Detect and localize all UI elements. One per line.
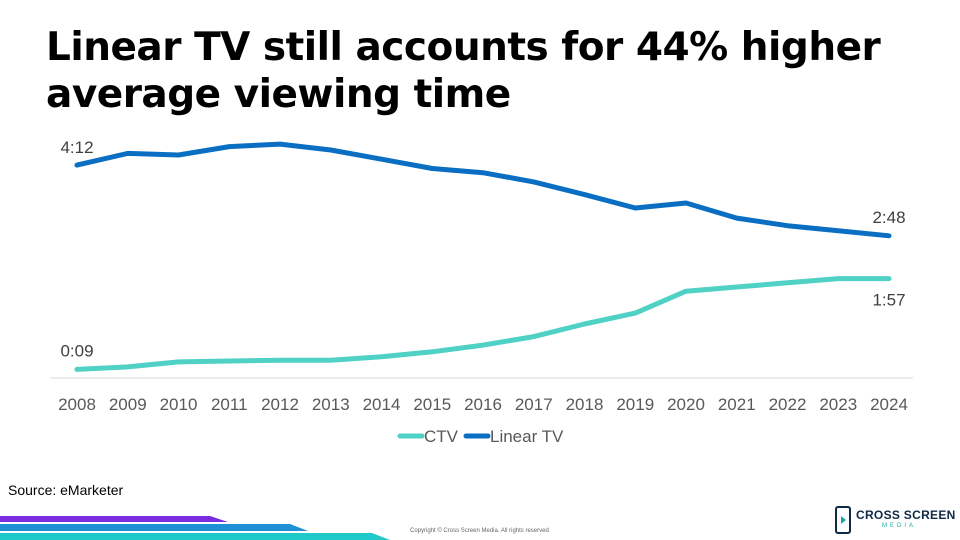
- x-tick-label-2011: 2011: [211, 395, 248, 414]
- x-tick-label-2017: 2017: [515, 395, 553, 414]
- x-tick-label-2015: 2015: [413, 395, 451, 414]
- source-note: Source: eMarketer: [8, 482, 124, 498]
- phone-logo-icon: [835, 506, 851, 534]
- title-line-1: Linear TV still accounts for 44% higher: [46, 25, 881, 70]
- series-line-ctv: [74, 276, 892, 372]
- footer-bar-purple: [0, 516, 228, 522]
- footer-bar-blue: [0, 524, 308, 531]
- title-line-2: average viewing time: [46, 72, 511, 117]
- logo-name: CROSS SCREEN: [856, 508, 956, 522]
- data-label-ctv-first: 0:09: [60, 341, 93, 360]
- copyright-text: Copyright © Cross Screen Media. All righ…: [410, 528, 549, 534]
- x-tick-label-2009: 2009: [109, 395, 147, 414]
- x-tick-label-2022: 2022: [769, 395, 807, 414]
- x-tick-label-2014: 2014: [363, 395, 401, 414]
- x-tick-label-2013: 2013: [312, 395, 350, 414]
- footer-bar-teal: [0, 533, 390, 540]
- x-axis-tick-labels: 2008 2009 2010 2011 2012 2013 2014 2015 2016 2017…: [58, 395, 908, 414]
- data-label-ctv-last: 1:57: [872, 291, 905, 310]
- data-label-linear-tv-last: 2:48: [872, 208, 905, 227]
- x-tick-label-2018: 2018: [566, 395, 604, 414]
- x-tick-label-2023: 2023: [819, 395, 857, 414]
- logo-sub: MEDIA: [882, 523, 917, 529]
- legend-label-linear-tv: Linear TV: [490, 427, 564, 446]
- x-tick-label-2016: 2016: [464, 395, 502, 414]
- x-tick-label-2024: 2024: [870, 395, 908, 414]
- chart-legend: CTV Linear TV: [397, 427, 564, 446]
- x-tick-label-2008: 2008: [58, 395, 96, 414]
- x-tick-label-2012: 2012: [261, 395, 299, 414]
- legend-label-ctv: CTV: [424, 427, 459, 446]
- x-tick-label-2010: 2010: [160, 395, 198, 414]
- data-label-linear-tv-first: 4:12: [60, 138, 93, 157]
- x-tick-label-2019: 2019: [616, 395, 654, 414]
- x-tick-label-2020: 2020: [667, 395, 705, 414]
- series-line-linear-tv: [74, 141, 892, 239]
- cross-screen-media-logo: CROSS SCREEN MEDIA: [834, 504, 956, 536]
- line-chart: 2008 2009 2010 2011 2012 2013 2014 2015 2016 2017…: [50, 138, 913, 446]
- chart-title: Linear TV still accounts for 44% higher …: [46, 24, 926, 118]
- x-tick-label-2021: 2021: [718, 395, 756, 414]
